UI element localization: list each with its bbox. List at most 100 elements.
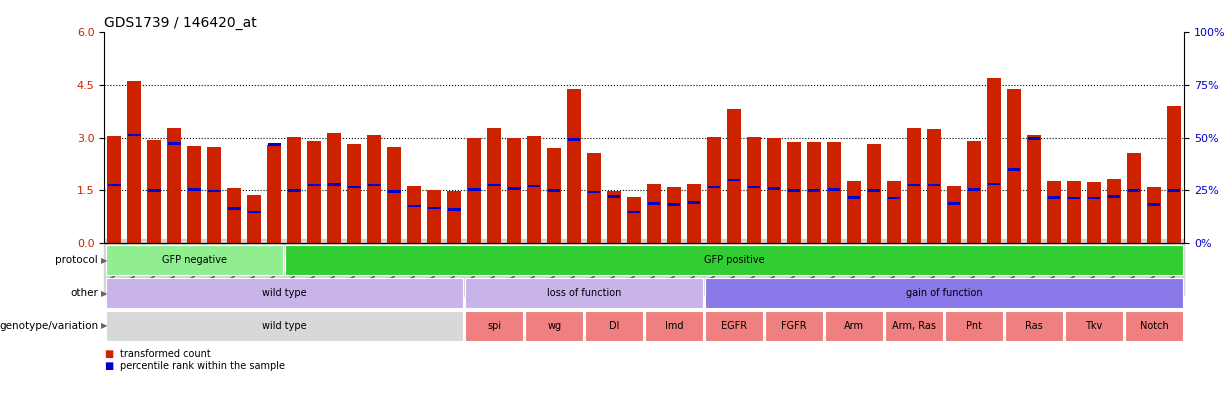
Bar — [1108, 196, 1120, 198]
Bar — [467, 188, 481, 191]
Bar — [928, 184, 940, 186]
Bar — [928, 129, 941, 243]
Bar — [967, 141, 982, 243]
Bar — [407, 205, 421, 207]
Bar — [388, 190, 400, 193]
Bar — [207, 147, 221, 243]
Text: other: other — [70, 288, 98, 298]
Bar — [708, 185, 720, 188]
Bar — [667, 203, 681, 206]
Bar — [508, 188, 520, 190]
Bar — [627, 197, 642, 243]
Text: Arm: Arm — [844, 321, 864, 331]
Bar — [548, 189, 561, 192]
Text: Tkv: Tkv — [1086, 321, 1103, 331]
Bar — [287, 136, 302, 243]
Bar — [288, 189, 301, 192]
Bar — [128, 134, 141, 136]
Text: wild type: wild type — [261, 321, 307, 331]
Bar — [368, 184, 380, 186]
Bar — [307, 141, 321, 243]
Bar — [867, 189, 881, 192]
Bar — [1048, 196, 1060, 198]
Bar — [267, 145, 281, 243]
Bar — [987, 78, 1001, 243]
Bar — [1007, 168, 1021, 171]
Bar — [747, 136, 761, 243]
Bar — [567, 89, 582, 243]
Bar — [528, 136, 541, 243]
Text: transformed count: transformed count — [120, 349, 211, 358]
Bar — [947, 202, 961, 205]
Bar — [107, 136, 121, 243]
Bar — [607, 196, 621, 198]
Bar — [148, 189, 161, 192]
Bar — [168, 143, 180, 145]
Bar — [428, 207, 440, 209]
Bar — [568, 138, 580, 141]
Bar — [488, 184, 501, 186]
Text: Notch: Notch — [1140, 321, 1168, 331]
Bar — [588, 153, 601, 243]
Bar — [347, 144, 361, 243]
Text: ■: ■ — [104, 349, 114, 358]
Bar — [1087, 181, 1101, 243]
Bar — [688, 201, 701, 204]
Bar — [547, 148, 561, 243]
Bar — [1007, 89, 1021, 243]
Text: wg: wg — [547, 321, 561, 331]
Bar — [807, 189, 821, 192]
Bar — [728, 179, 740, 181]
Bar — [588, 191, 600, 193]
Text: Pnt: Pnt — [966, 321, 982, 331]
Bar — [448, 209, 460, 211]
Text: Ras: Ras — [1026, 321, 1043, 331]
Bar — [1147, 203, 1161, 206]
Bar — [907, 128, 921, 243]
Bar — [128, 81, 141, 243]
Bar — [1088, 197, 1101, 199]
Bar — [227, 188, 242, 243]
Bar — [348, 185, 361, 188]
Bar — [908, 184, 920, 186]
Bar — [388, 147, 401, 243]
Bar — [367, 135, 382, 243]
Bar — [1167, 106, 1182, 243]
Bar — [827, 142, 842, 243]
Bar — [528, 185, 541, 188]
Text: Imd: Imd — [665, 321, 683, 331]
Bar — [867, 144, 881, 243]
Bar — [1067, 197, 1081, 199]
Text: wild type: wild type — [261, 288, 307, 298]
Text: Dl: Dl — [609, 321, 620, 331]
Bar — [467, 139, 481, 243]
Bar — [607, 191, 621, 243]
Bar — [1067, 181, 1081, 243]
Bar — [848, 196, 860, 198]
Text: EGFR: EGFR — [721, 321, 747, 331]
Bar — [988, 183, 1000, 185]
Bar — [328, 183, 341, 185]
Bar — [747, 185, 761, 188]
Bar — [1028, 137, 1040, 140]
Bar — [767, 138, 782, 243]
Bar — [207, 190, 221, 192]
Bar — [228, 207, 240, 210]
Bar — [507, 139, 521, 243]
Text: loss of function: loss of function — [547, 288, 621, 298]
Bar — [628, 211, 640, 213]
Text: ▶: ▶ — [101, 288, 107, 298]
Bar — [828, 188, 840, 191]
Bar — [487, 128, 501, 243]
Bar — [687, 184, 701, 243]
Bar — [707, 137, 721, 243]
Bar — [1107, 179, 1121, 243]
Bar — [667, 187, 681, 243]
Bar — [188, 188, 200, 191]
Text: ■: ■ — [104, 361, 114, 371]
Bar — [947, 186, 961, 243]
Text: GFP positive: GFP positive — [704, 255, 764, 265]
Bar — [728, 109, 741, 243]
Bar — [167, 128, 182, 243]
Bar — [807, 142, 821, 243]
